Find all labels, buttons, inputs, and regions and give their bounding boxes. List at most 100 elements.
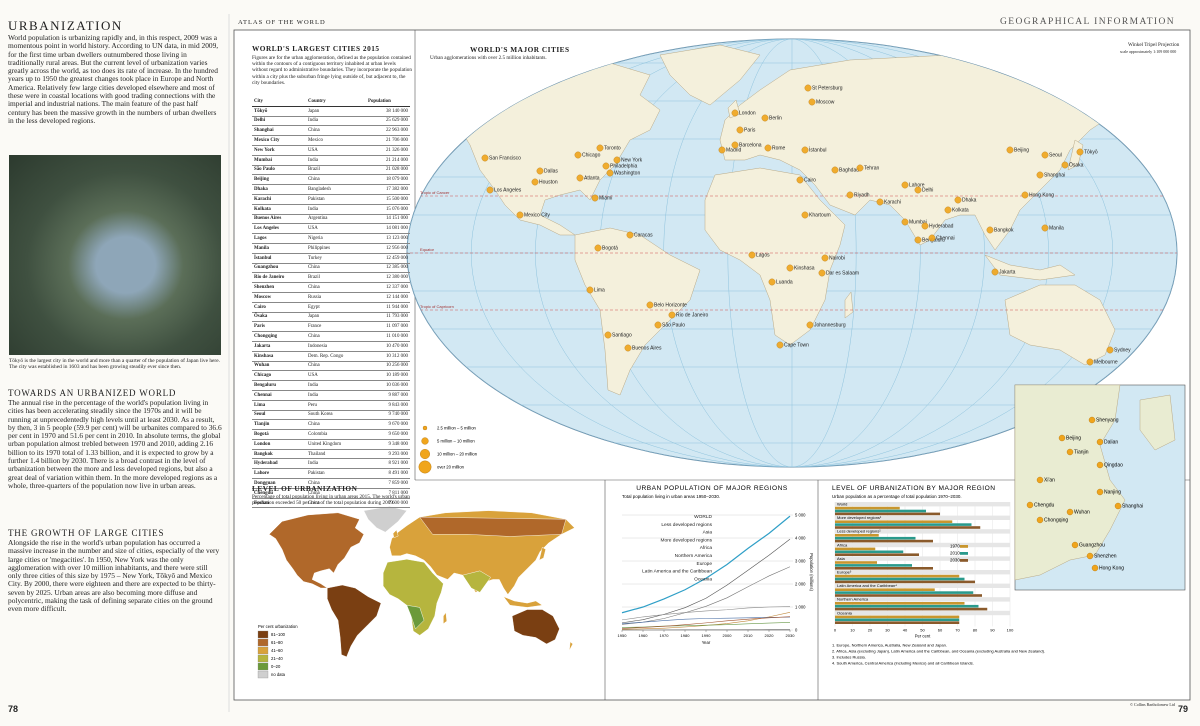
table-cell: China — [306, 174, 366, 186]
bar — [835, 588, 935, 591]
table-cell: 22 963 000 — [366, 125, 410, 137]
cities-table: City Country Population Tōkyō Japan 38 140 00… — [252, 97, 410, 509]
city-symbol — [748, 251, 756, 259]
city-symbol — [764, 144, 772, 152]
city-symbol — [576, 174, 584, 182]
parallel-label: Tropic of Cancer — [420, 190, 450, 195]
city-label: Jakarta — [999, 270, 1016, 276]
bar — [835, 594, 982, 597]
city-label: Hong Kong — [1099, 566, 1124, 572]
table-cell: 18 079 000 — [366, 174, 410, 186]
city-label: São Paulo — [662, 323, 685, 329]
legend-symbol — [422, 425, 428, 431]
table-row: Paris France 11 097 000 — [252, 321, 410, 333]
city-label: Paris — [744, 128, 756, 134]
table-row: Tianjin China 9 670 000 — [252, 419, 410, 431]
city-symbol — [1086, 358, 1094, 366]
map-title: WORLD'S MAJOR CITIES — [470, 45, 570, 54]
table-row: Kolkata India 15 076 000 — [252, 204, 410, 215]
x-tick-label: 1960 — [639, 633, 649, 638]
table-row: Chongqing China 11 010 000 — [252, 331, 410, 342]
chart-subtitle: Total population living in urban areas 1… — [622, 494, 720, 499]
table-cell: Bengaluru — [252, 380, 306, 391]
city-label: Tianjin — [1074, 450, 1089, 456]
table-cell: Cairo — [252, 302, 306, 313]
category-label: Northern America — [837, 597, 869, 602]
legend-title: Per cent urbanization — [258, 624, 298, 629]
chart-subtitle: Urban population as a percentage of tota… — [832, 494, 962, 499]
city-label: Toronto — [604, 146, 621, 152]
series-line — [621, 566, 791, 625]
table-row: Ōsaka Japan 11 793 000 — [252, 312, 410, 323]
legend-swatch — [257, 630, 269, 639]
table-cell: 21 028 000 — [366, 165, 410, 176]
x-tick-label: 0 — [834, 627, 837, 632]
city-symbol — [1021, 191, 1029, 199]
article-title: URBANIZATION — [8, 18, 123, 33]
table-row: Rio de Janeiro Brazil 12 380 000 — [252, 272, 410, 284]
category-label: Asia — [837, 556, 846, 561]
city-symbol — [481, 154, 489, 162]
city-symbol — [668, 311, 676, 319]
legend-label: 2.5 million – 5 million — [437, 426, 477, 431]
category-label: Europe³ — [837, 570, 852, 575]
legend-label: 1970 — [950, 544, 960, 549]
header-row: City Country Population — [252, 97, 410, 107]
x-tick-label: 30 — [885, 627, 890, 632]
city-symbol — [808, 98, 816, 106]
table-cell: 13 123 000 — [366, 233, 410, 244]
city-label: Johannesburg — [814, 323, 846, 329]
city-label: Hyderabad — [929, 224, 954, 230]
city-symbol — [831, 166, 839, 174]
table-cell: Chicago — [252, 370, 306, 382]
chart-title: LEVEL OF URBANIZATION BY MAJOR REGION — [832, 485, 995, 492]
table-row: Kinshasa Dem. Rep. Congo 10 312 000 — [252, 351, 410, 362]
table-cell: 7 859 000 — [366, 478, 410, 489]
city-label: St Petersburg — [812, 86, 843, 92]
table-cell: 12 956 000 — [366, 243, 410, 254]
section-heading: THE GROWTH OF LARGE CITIES — [8, 528, 165, 538]
category-band — [835, 597, 1010, 602]
table-cell: 38 140 000 — [366, 106, 410, 117]
table-cell: Bangkok — [252, 449, 306, 460]
city-symbol — [536, 167, 544, 175]
bar — [835, 526, 981, 529]
table-cell: Russia — [306, 292, 366, 303]
city-label: Shanghai — [1122, 504, 1143, 510]
x-tick-label: 2030 — [786, 633, 796, 638]
city-label: Los Angeles — [494, 188, 522, 194]
column-header: Country — [306, 97, 366, 107]
city-label: Beijing — [1066, 436, 1081, 442]
footnote: 1. Europe, Northern America, Australia, … — [832, 642, 947, 647]
table-row: Beijing China 18 079 000 — [252, 174, 410, 186]
city-label: San Francisco — [489, 156, 521, 162]
city-symbol — [876, 198, 884, 206]
category-label: Africa — [837, 542, 848, 547]
bar — [835, 567, 933, 570]
bar — [835, 618, 960, 622]
table-row: New York USA 21 326 000 — [252, 145, 410, 156]
table-cell: 10 256 000 — [366, 361, 410, 372]
table-cell: 21 706 000 — [366, 135, 410, 146]
bar — [835, 561, 877, 564]
table-cell: Foshan — [252, 498, 306, 509]
city-symbol — [1091, 564, 1099, 572]
table-cell: Japan — [306, 312, 366, 323]
x-tick-label: 1980 — [681, 633, 691, 638]
table-cell: South Korea — [306, 410, 366, 421]
table-row: Chicago USA 10 189 000 — [252, 370, 410, 382]
map-subtitle: Urban agglomerations with over 2.5 milli… — [430, 55, 547, 61]
table-cell: 14 151 000 — [366, 214, 410, 225]
table-cell: Peru — [306, 400, 366, 411]
city-label: Dar es Salaam — [826, 271, 859, 277]
section-text: The annual rise in the percentage of the… — [8, 398, 222, 490]
table-row: Los Angeles USA 14 081 000 — [252, 223, 410, 235]
city-label: London — [739, 111, 756, 117]
table-cell: 9 740 000 — [366, 410, 410, 421]
table-cell: Pakistan — [306, 194, 366, 205]
category-band — [835, 502, 1010, 507]
table-cell: Wuhan — [252, 361, 306, 372]
table-cell: Chongqing — [252, 331, 306, 342]
city-label: Rio de Janeiro — [676, 313, 708, 319]
